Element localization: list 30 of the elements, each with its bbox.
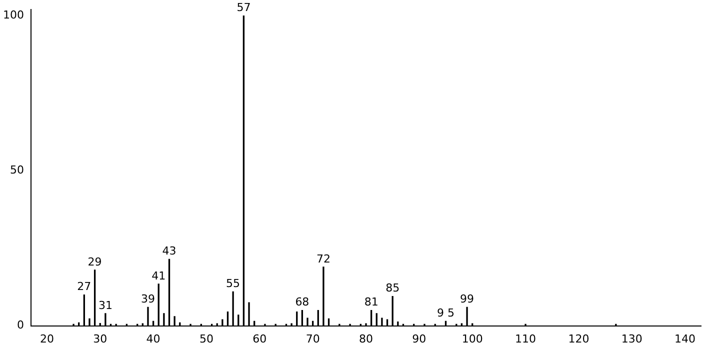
annotation: 68 — [295, 296, 310, 309]
annotation: 81 — [364, 296, 378, 309]
x-tick-label: 60 — [252, 332, 267, 346]
x-tick-label: 130 — [621, 332, 642, 346]
x-tick-label: 80 — [359, 332, 373, 346]
annotation: 41 — [152, 269, 166, 282]
annotation: 57 — [236, 1, 251, 14]
x-tick-label: 20 — [40, 332, 54, 346]
annotation: 9 5 — [437, 306, 455, 320]
annotation: 43 — [162, 244, 176, 258]
annotation: 85 — [386, 282, 400, 295]
annotation: 27 — [77, 280, 92, 294]
x-tick-label: 120 — [568, 332, 590, 346]
y-tick-label: 50 — [10, 164, 24, 177]
y-tick-label: 100 — [2, 8, 24, 22]
x-tick-label: 70 — [306, 332, 320, 346]
x-tick-label: 40 — [146, 332, 160, 346]
annotation: 72 — [316, 252, 330, 266]
annotation: 29 — [88, 255, 102, 268]
x-tick-label: 50 — [199, 332, 214, 346]
y-tick-label: 0 — [16, 318, 24, 332]
x-tick-label: 90 — [412, 332, 426, 346]
x-tick-label: 110 — [515, 332, 536, 346]
annotation: 39 — [140, 292, 155, 306]
x-tick-label: 100 — [462, 332, 483, 346]
x-tick-label: 30 — [93, 332, 108, 346]
x-tick-label: 140 — [674, 332, 696, 346]
annotation: 99 — [460, 292, 474, 306]
annotation: 55 — [226, 277, 240, 290]
annotation: 31 — [98, 298, 112, 312]
